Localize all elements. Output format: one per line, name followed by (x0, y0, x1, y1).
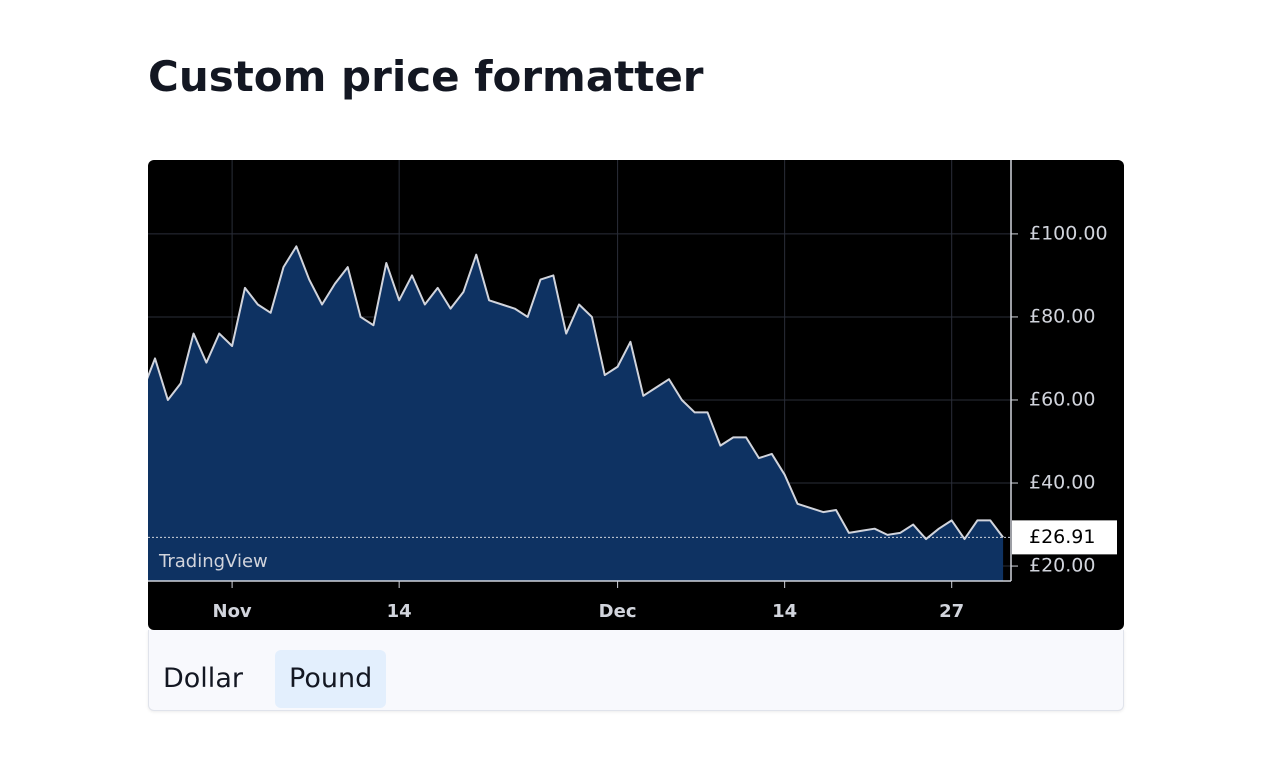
last-price-box (1012, 520, 1117, 555)
y-tick-label: £80.00 (1029, 305, 1095, 327)
chart: TradingView £20.00 £40.00 £60.00 £80.00 £100… (148, 160, 1124, 630)
area-fill (148, 246, 1004, 581)
x-tick-label: Dec (599, 601, 637, 622)
dollar-button[interactable]: Dollar (163, 663, 243, 694)
y-tick-label: £60.00 (1029, 388, 1095, 410)
plot-area (148, 160, 1011, 581)
y-tick-label: £100.00 (1029, 222, 1108, 244)
pound-button[interactable]: Pound (275, 650, 387, 708)
x-tick-label: 27 (939, 601, 964, 622)
x-tick-label: 14 (387, 601, 412, 622)
area-line (148, 245, 1004, 541)
page-title: Custom price formatter (148, 52, 704, 101)
x-tick-label: Nov (213, 601, 252, 622)
y-tick-label: £40.00 (1029, 472, 1095, 494)
watermark: TradingView (158, 551, 268, 572)
y-tick-label: £20.00 (1029, 555, 1095, 577)
last-price-label: £26.91 (1029, 526, 1095, 548)
x-tick-label: 14 (772, 601, 797, 622)
button-bar: Dollar Pound (148, 630, 1124, 711)
